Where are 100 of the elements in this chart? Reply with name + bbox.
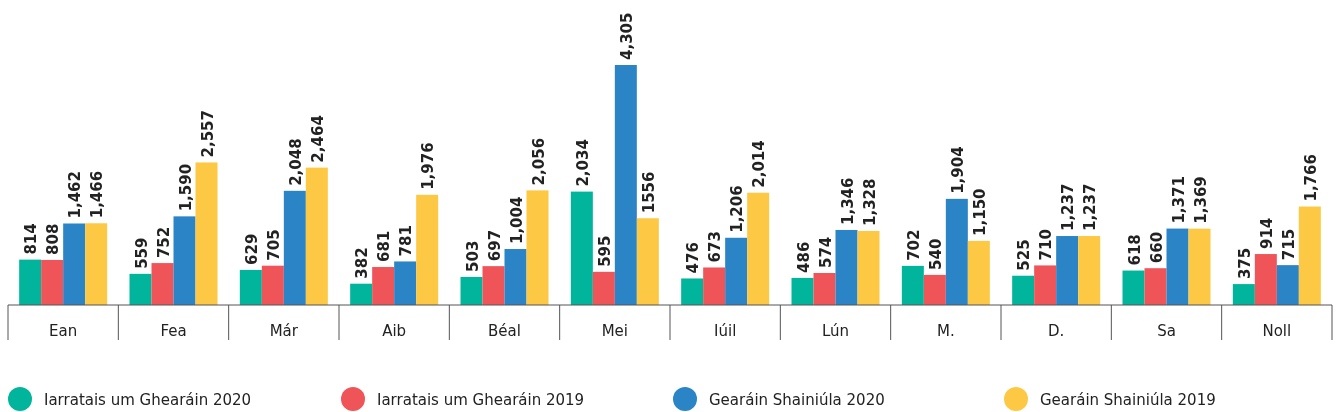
x-tick-label: Ean (49, 322, 78, 340)
bar (526, 190, 549, 305)
data-label: 2,557 (198, 110, 217, 158)
bar (1188, 228, 1211, 305)
data-label: 914 (1257, 217, 1276, 250)
data-label: 781 (397, 225, 416, 257)
bar (151, 263, 174, 305)
bar (173, 216, 196, 305)
bar (901, 265, 924, 305)
bar (239, 269, 262, 305)
bar (835, 229, 858, 305)
bar (283, 190, 306, 305)
x-tick-label: Noll (1262, 322, 1292, 340)
data-label: 1,346 (838, 177, 857, 225)
x-tick-label: Mei (601, 322, 629, 340)
data-label: 574 (816, 236, 835, 268)
data-label: 2,464 (308, 115, 327, 163)
x-tick-label: Béal (488, 322, 521, 340)
bar (945, 198, 968, 305)
data-label: 673 (706, 231, 725, 263)
data-label: 1,150 (970, 188, 989, 236)
bar (703, 267, 726, 305)
bar (482, 266, 505, 305)
data-label: 715 (1279, 228, 1298, 261)
data-label: 629 (242, 233, 261, 265)
data-label: 752 (154, 226, 173, 259)
bar (725, 237, 748, 305)
bar (85, 223, 108, 305)
bar (460, 276, 483, 305)
data-label: 1,328 (860, 178, 879, 226)
bar (1078, 236, 1101, 305)
bar (41, 259, 64, 305)
data-label: 2,056 (529, 137, 548, 186)
bar (1012, 275, 1035, 305)
bar (1254, 254, 1277, 305)
bar (1232, 284, 1255, 305)
bar (681, 278, 704, 305)
data-label: 697 (485, 229, 504, 262)
bar (1034, 265, 1057, 305)
data-label: 1,976 (419, 142, 438, 190)
data-label: 2,034 (573, 139, 592, 187)
bar (923, 274, 946, 305)
bar (747, 192, 770, 305)
data-label: 814 (22, 223, 41, 255)
data-label: 476 (684, 242, 703, 274)
legend-label: Gearáin Shainiúla 2019 (1040, 391, 1216, 409)
bar (261, 265, 284, 305)
data-label: 710 (1037, 229, 1056, 261)
bar (305, 167, 328, 305)
data-label: 1,004 (507, 196, 526, 245)
bar (1276, 265, 1299, 305)
data-label: 4,305 (617, 12, 636, 60)
bar (504, 249, 527, 305)
bar (791, 277, 814, 305)
data-label: 1,369 (1191, 176, 1210, 224)
bar (350, 283, 373, 305)
bar (129, 273, 152, 305)
data-label: 1,371 (1169, 176, 1188, 224)
bar (195, 162, 218, 305)
data-label: 702 (904, 229, 923, 261)
x-tick-label: Már (269, 322, 299, 340)
x-tick-label: Iúil (714, 322, 737, 340)
data-label: 486 (794, 241, 813, 273)
data-label: 2,014 (750, 140, 769, 188)
data-label: 1556 (639, 171, 658, 214)
x-tick-label: M. (936, 322, 955, 340)
bar (394, 261, 417, 305)
data-label: 595 (595, 235, 614, 267)
bar (570, 191, 593, 305)
data-label: 375 (1235, 247, 1254, 280)
bar (416, 194, 439, 305)
legend-label: Iarratais um Ghearáin 2020 (44, 391, 252, 409)
bar (614, 65, 637, 305)
data-label: 2,048 (286, 138, 305, 186)
x-tick-label: Aib (382, 322, 407, 340)
data-label: 559 (132, 237, 151, 269)
bar (1056, 236, 1079, 305)
data-label: 1,237 (1081, 183, 1100, 232)
bar (63, 223, 86, 305)
bar (857, 230, 880, 305)
x-tick-label: Lún (821, 322, 850, 340)
data-label: 660 (1147, 231, 1166, 264)
bar (1122, 270, 1145, 305)
data-label: 1,766 (1301, 154, 1320, 202)
data-label: 705 (264, 229, 283, 261)
data-label: 382 (353, 247, 372, 279)
bar (636, 218, 659, 305)
data-label: 503 (463, 240, 482, 272)
bar (19, 259, 42, 305)
data-label: 618 (1125, 234, 1144, 266)
bar (813, 273, 836, 305)
bar (592, 271, 615, 305)
bar (967, 240, 990, 305)
x-tick-label: Sa (1157, 322, 1176, 340)
bar (1298, 206, 1321, 305)
data-label: 808 (44, 223, 63, 255)
legend-label: Iarratais um Ghearáin 2019 (377, 391, 585, 409)
bar (1166, 228, 1189, 305)
x-tick-label: D. (1048, 322, 1065, 340)
x-tick-label: Fea (160, 322, 187, 340)
